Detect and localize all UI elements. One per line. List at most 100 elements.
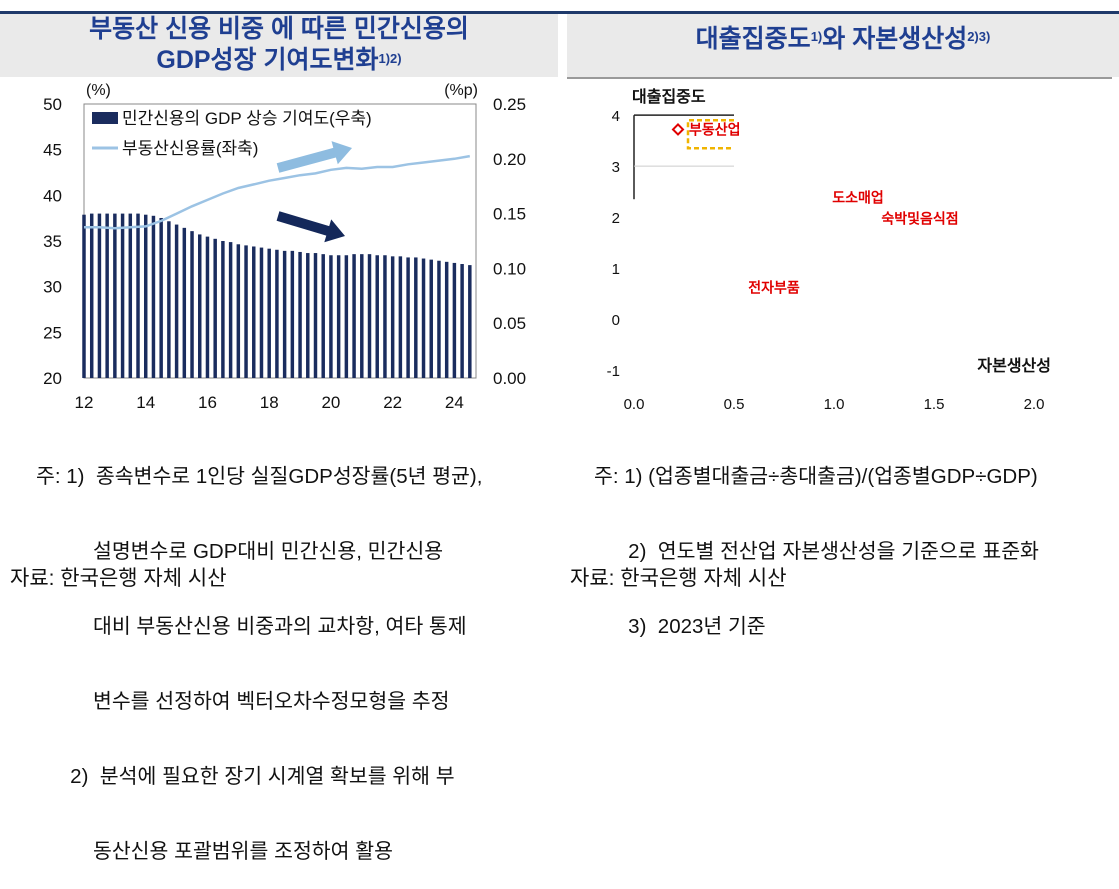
scatter-x-axis-label: 자본생산성	[977, 357, 1051, 375]
right-source: 자료: 한국은행 자체 시산	[570, 567, 787, 590]
contribution-bar	[236, 244, 241, 378]
left-note-line: 주: 1) 종속변수로 1인당 실질GDP성장률(5년 평균),	[36, 465, 483, 488]
left-axis-tick-label: 25	[43, 323, 62, 342]
left-axis-tick-label: 30	[43, 278, 62, 297]
scatter-y-axis-label: 대출집중도	[632, 87, 706, 106]
left-title-footnote-mark: 1)2)	[378, 51, 402, 66]
contribution-bar	[336, 255, 341, 378]
left-source: 자료: 한국은행 자체 시산	[10, 567, 227, 590]
contribution-bar	[367, 254, 372, 378]
left-axis-tick-label: 35	[43, 232, 62, 251]
contribution-bar	[213, 238, 217, 378]
contribution-bar	[460, 264, 464, 378]
scatter-x-tick-label: 1.5	[924, 396, 945, 413]
right-title-part2: 와 자본생산성	[822, 25, 968, 53]
legend-line-label: 부동산신용률(좌축)	[122, 139, 258, 158]
contribution-bar	[429, 259, 433, 378]
scatter-y-tick-label: 4	[612, 108, 620, 125]
scatter-y-tick-label: -1	[607, 363, 620, 380]
scatter-point-label: 전자부품	[748, 279, 800, 295]
scatter-x-tick-label: 0.0	[624, 396, 645, 413]
right-axis-tick-label: 0.15	[493, 205, 526, 224]
left-axis-tick-label: 50	[43, 95, 62, 114]
contribution-bar	[414, 257, 418, 378]
right-title-footnote-mark1: 1)	[810, 29, 823, 44]
contribution-bar	[452, 262, 457, 378]
left-axis-tick-label: 45	[43, 141, 62, 160]
x-axis-tick-label: 24	[445, 393, 464, 412]
contribution-bar	[444, 261, 449, 378]
contribution-bar	[290, 250, 295, 378]
contribution-bar	[97, 213, 102, 378]
left-footnotes: 주: 1) 종속변수로 1인당 실질GDP성장률(5년 평균), 설명변수로 G…	[36, 414, 482, 889]
left-note-line: 설명변수로 GDP대비 민간신용, 민간신용	[36, 540, 444, 563]
contribution-bar	[167, 221, 171, 378]
contribution-bar	[228, 242, 233, 378]
right-title-part1: 대출집중도	[695, 25, 811, 53]
trend-up-arrow	[276, 141, 352, 173]
contribution-bar	[360, 254, 364, 378]
right-title-footnote-mark2: 2)3)	[967, 29, 991, 44]
contribution-bar	[136, 213, 140, 378]
right-axis-tick-label: 0.25	[493, 95, 526, 114]
scatter-y-tick-label: 2	[612, 210, 620, 227]
contribution-bar	[398, 256, 403, 378]
left-note-line: 대비 부동산신용 비중과의 교차항, 여타 통제	[36, 615, 467, 638]
real-estate-credit-line	[84, 154, 471, 230]
scatter-y-tick-label: 0	[612, 312, 620, 329]
contribution-bar	[143, 214, 148, 378]
left-title-background	[0, 14, 558, 77]
left-title-line2-text: GDP성장 기여도변화	[156, 46, 379, 74]
contribution-bar	[375, 255, 379, 378]
contribution-bar	[151, 215, 156, 378]
right-footnotes: 주: 1) (업종별대출금÷총대출금)/(업종별GDP÷GDP) 2) 연도별 …	[594, 414, 1039, 664]
legend-bar-label: 민간신용의 GDP 상승 기여도(우축)	[122, 109, 372, 128]
scatter-point-label: 부동산업	[689, 121, 741, 137]
scatter-point-label: 숙박및음식점	[881, 211, 958, 227]
contribution-bar	[468, 265, 472, 378]
scatter-x-tick-label: 0.5	[724, 396, 745, 413]
contribution-bar	[128, 213, 133, 378]
scatter-point-real-estate	[671, 123, 685, 136]
right-note-line: 3) 2023년 기준	[594, 615, 766, 638]
left-chart-title: 부동산 신용 비중 에 따른 민간신용의 GDP성장 기여도변화1)2)	[0, 14, 558, 76]
contribution-bar	[89, 213, 94, 378]
x-axis-tick-label: 22	[383, 393, 402, 412]
contribution-bar	[190, 231, 194, 378]
trend-down-arrow	[276, 211, 345, 243]
contribution-bar	[282, 250, 287, 378]
left-axis-tick-label: 20	[43, 369, 62, 388]
x-axis-tick-label: 20	[321, 393, 340, 412]
right-axis-tick-label: 0.20	[493, 150, 526, 169]
right-note-line: 2) 연도별 전산업 자본생산성을 기준으로 표준화	[594, 540, 1039, 563]
scatter-y-tick-label: 1	[612, 261, 620, 278]
contribution-bar	[159, 217, 163, 378]
x-axis-tick-label: 14	[136, 393, 155, 412]
contribution-bar	[267, 248, 271, 378]
contribution-bar	[437, 260, 441, 378]
contribution-bar	[221, 241, 225, 378]
top-rule	[0, 11, 1119, 14]
contribution-bar	[329, 255, 333, 378]
left-title-line2: GDP성장 기여도변화1)2)	[0, 45, 558, 76]
scatter-point-label: 도소매업	[832, 190, 884, 206]
x-axis-tick-label: 12	[75, 393, 94, 412]
contribution-bar	[120, 213, 125, 378]
highlight-box	[686, 119, 734, 150]
scatter-y-tick-label: 3	[612, 159, 620, 176]
left-note-line: 변수를 선정하여 벡터오차수정모형을 추정	[36, 690, 450, 713]
contribution-bar	[352, 254, 356, 378]
left-note-line: 2) 분석에 필요한 장기 시계열 확보를 위해 부	[36, 765, 455, 788]
contribution-bar	[252, 246, 256, 378]
left-axis-tick-label: 40	[43, 186, 62, 205]
x-axis-tick-label: 18	[260, 393, 279, 412]
contribution-bar	[105, 213, 109, 378]
right-title-background	[567, 14, 1119, 77]
contribution-bar	[390, 256, 395, 378]
right-chart-title: 대출집중도1)와 자본생산성2)3)	[567, 22, 1119, 56]
scatter-x-tick-label: 1.0	[824, 396, 845, 413]
contribution-bar	[321, 254, 325, 378]
contribution-bar	[421, 258, 426, 378]
contribution-bar	[259, 247, 264, 378]
right-axis-tick-label: 0.10	[493, 259, 526, 278]
